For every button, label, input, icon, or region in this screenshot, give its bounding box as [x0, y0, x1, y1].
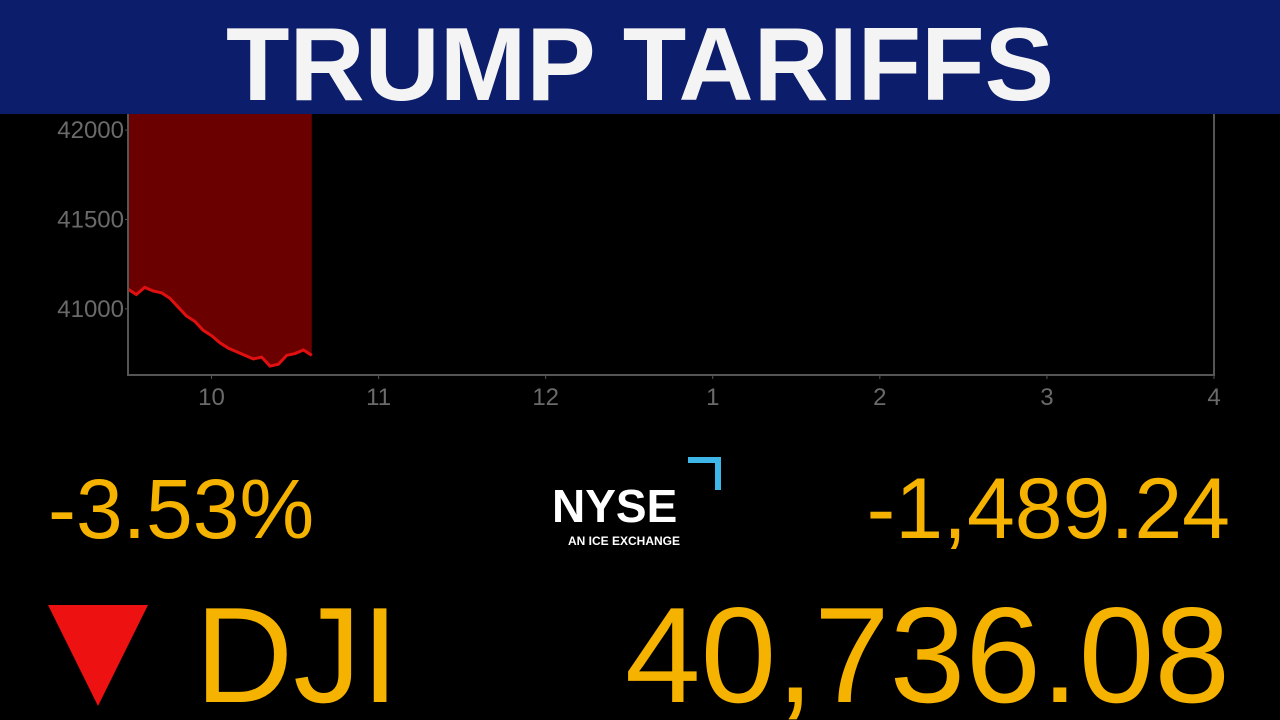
x-tick-label: 2	[873, 384, 886, 411]
banner-title: TRUMP TARIFFS	[226, 7, 1054, 123]
logo-bracket	[688, 457, 721, 490]
x-tick-label: 12	[532, 384, 559, 411]
y-tick-label: 42000	[57, 117, 124, 144]
change-percent: -3.53%	[48, 462, 314, 556]
y-tick-label: 41000	[57, 296, 124, 323]
logo-name: NYSE	[552, 480, 677, 532]
x-tick-label: 10	[198, 384, 225, 411]
x-tick-label: 3	[1040, 384, 1053, 411]
x-tick-label: 11	[366, 384, 391, 411]
price: 40,736.08	[625, 579, 1230, 720]
symbol: DJI	[195, 579, 399, 720]
down-arrow	[48, 605, 148, 706]
line	[127, 285, 313, 368]
axis-frame	[127, 114, 1215, 376]
x-tick-label: 4	[1207, 384, 1220, 411]
x-tick-label: 1	[706, 384, 719, 411]
y-tick-label: 41500	[57, 206, 124, 233]
area	[128, 114, 312, 367]
banner	[0, 0, 1280, 114]
logo-tagline: AN ICE EXCHANGE	[568, 534, 680, 548]
change-points: -1,489.24	[867, 461, 1230, 557]
